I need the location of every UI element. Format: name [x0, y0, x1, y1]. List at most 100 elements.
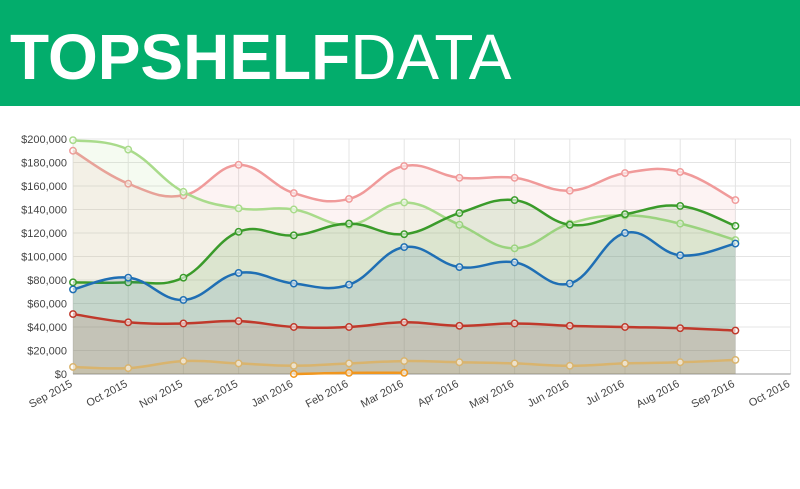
- x-tick-label: Feb 2016: [304, 378, 351, 410]
- x-tick-label: Apr 2016: [416, 378, 461, 410]
- data-point: [510, 359, 519, 368]
- data-point: [731, 355, 740, 364]
- data-point: [345, 323, 353, 331]
- data-point: [400, 318, 409, 327]
- header-banner: [0, 0, 800, 106]
- data-point: [621, 210, 629, 219]
- data-point: [510, 244, 519, 253]
- data-point: [345, 194, 353, 203]
- data-point: [731, 326, 740, 335]
- y-tick-label: $40,000: [27, 322, 67, 334]
- data-point: [289, 189, 298, 198]
- brand-light: DATA: [350, 21, 512, 93]
- data-point: [731, 222, 740, 230]
- data-point: [234, 359, 243, 368]
- data-point: [179, 319, 188, 328]
- data-point: [565, 279, 574, 288]
- y-tick-label: $60,000: [27, 299, 67, 311]
- data-point: [179, 187, 188, 196]
- y-tick-label: $100,000: [21, 252, 67, 264]
- data-point: [676, 358, 685, 367]
- data-point: [676, 324, 685, 333]
- data-point: [621, 323, 629, 331]
- series-area: [73, 199, 736, 374]
- x-tick-label: Oct 2016: [747, 378, 792, 410]
- data-point: [345, 219, 353, 228]
- y-tick-label: $160,000: [21, 181, 67, 193]
- data-point: [400, 368, 409, 377]
- series-area: [73, 140, 736, 374]
- data-point: [234, 269, 243, 277]
- data-point: [621, 229, 629, 237]
- data-point: [234, 204, 243, 213]
- y-tick-label: $200,000: [21, 134, 67, 146]
- data-point: [400, 230, 409, 239]
- brand-bold: TOPSHELF: [10, 21, 350, 93]
- data-point: [124, 145, 133, 154]
- y-tick-label: $80,000: [27, 275, 67, 287]
- data-point: [455, 209, 464, 217]
- data-point: [289, 279, 298, 288]
- data-point: [565, 220, 574, 229]
- data-point: [234, 227, 243, 236]
- data-point: [234, 160, 243, 169]
- x-tick-label: Jul 2016: [584, 378, 626, 408]
- data-point: [731, 239, 740, 248]
- data-point: [69, 310, 77, 319]
- data-point: [510, 173, 519, 182]
- y-tick-label: $20,000: [27, 346, 67, 358]
- data-point: [69, 363, 77, 371]
- data-point: [621, 359, 629, 368]
- data-point: [455, 358, 464, 367]
- x-tick-label: Aug 2016: [634, 378, 681, 411]
- data-point: [124, 318, 133, 327]
- x-tick-label: Jun 2016: [526, 378, 572, 410]
- data-point: [179, 357, 188, 366]
- data-point: [400, 198, 409, 207]
- data-point: [69, 285, 77, 294]
- data-point: [510, 319, 519, 328]
- data-point: [69, 278, 77, 287]
- x-tick-label: Sep 2015: [27, 378, 74, 411]
- data-point: [400, 162, 409, 170]
- series-area: [73, 232, 736, 374]
- data-point: [289, 361, 298, 370]
- y-tick-label: $180,000: [21, 158, 67, 170]
- data-point: [400, 243, 409, 252]
- data-point: [124, 364, 133, 373]
- data-point: [510, 258, 519, 267]
- brand: TOPSHELFDATA: [10, 21, 512, 93]
- data-point: [731, 196, 740, 205]
- x-tick-label: Nov 2015: [138, 378, 185, 411]
- data-point: [676, 251, 685, 260]
- data-point: [565, 186, 574, 195]
- x-tick-label: Jan 2016: [250, 378, 296, 410]
- data-point: [455, 173, 464, 182]
- y-tick-label: $0: [55, 369, 67, 381]
- data-point: [676, 202, 685, 210]
- data-point: [69, 136, 77, 145]
- data-point: [124, 273, 133, 282]
- data-point: [455, 263, 464, 272]
- data-point: [400, 357, 409, 366]
- data-point: [289, 231, 298, 240]
- y-tick-label: $140,000: [21, 205, 67, 217]
- data-point: [676, 219, 685, 228]
- data-point: [510, 196, 519, 205]
- data-point: [455, 220, 464, 229]
- data-point: [124, 179, 133, 188]
- data-point: [179, 273, 188, 282]
- data-point: [565, 361, 574, 370]
- data-point: [69, 146, 77, 155]
- data-point: [289, 323, 298, 331]
- data-point: [455, 321, 464, 330]
- data-point: [289, 370, 298, 378]
- x-tick-label: May 2016: [468, 378, 516, 411]
- data-point: [345, 359, 353, 368]
- data-point: [345, 280, 353, 289]
- data-point: [234, 317, 243, 326]
- data-point: [676, 167, 685, 176]
- data-point: [289, 205, 298, 214]
- x-tick-label: Mar 2016: [359, 378, 406, 410]
